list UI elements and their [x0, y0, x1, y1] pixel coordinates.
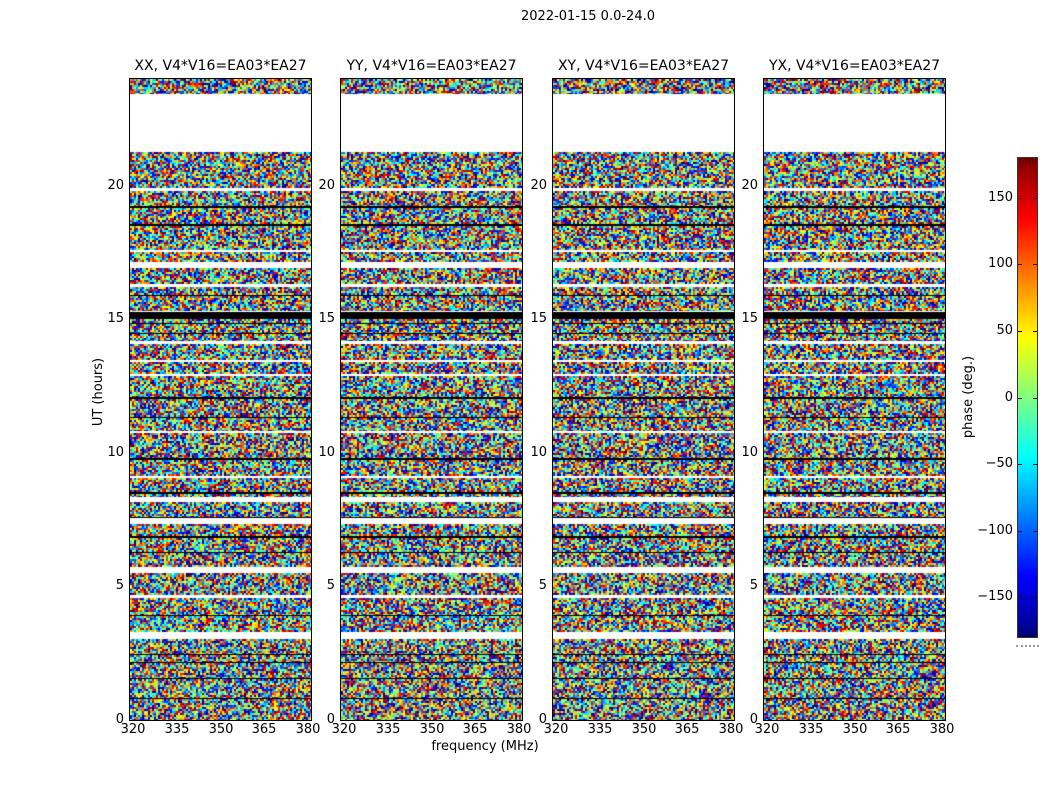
- y-tick-label: 5: [538, 578, 547, 593]
- panel-title: XY, V4*V16=EA03*EA27: [557, 58, 730, 74]
- y-axis-label: UT (hours): [91, 357, 106, 427]
- phase-waterfall-canvas: [553, 79, 734, 720]
- colorbar-tick-mark: [1033, 464, 1037, 465]
- x-axis-label: frequency (MHz): [431, 739, 539, 754]
- colorbar: [1017, 157, 1038, 638]
- plot-area: [763, 78, 946, 721]
- y-tick-label: 20: [107, 178, 124, 193]
- colorbar-tick-mark: [1018, 398, 1022, 399]
- y-tick-label: 20: [318, 178, 335, 193]
- y-tick-label: 0: [749, 712, 758, 727]
- x-tick-label: 350: [419, 722, 445, 737]
- x-tick-label: 350: [631, 722, 657, 737]
- colorbar-tick-label: −50: [985, 456, 1013, 471]
- x-tick-label: 365: [885, 722, 911, 737]
- plot-area: [129, 78, 312, 721]
- plot-area: [340, 78, 523, 721]
- phase-waterfall-canvas: [764, 79, 945, 720]
- y-tick-label: 5: [115, 578, 124, 593]
- x-tick-label: 350: [208, 722, 234, 737]
- x-tick-label: 335: [375, 722, 401, 737]
- figure-title: 2022-01-15 0.0-24.0: [521, 9, 655, 24]
- colorbar-tick-mark: [1018, 264, 1022, 265]
- y-tick-label: 10: [107, 445, 124, 460]
- colorbar-tick-label: −150: [977, 589, 1013, 604]
- y-tick-label: 10: [530, 445, 547, 460]
- x-tick-label: 335: [587, 722, 613, 737]
- colorbar-gradient-canvas: [1018, 158, 1037, 637]
- x-tick-label: 380: [929, 722, 955, 737]
- phase-waterfall-canvas: [341, 79, 522, 720]
- colorbar-tick-mark: [1033, 198, 1037, 199]
- colorbar-tick-label: 150: [988, 190, 1013, 205]
- panel-title: YX, V4*V16=EA03*EA27: [768, 58, 941, 74]
- y-tick-label: 15: [530, 311, 547, 326]
- x-tick-label: 380: [506, 722, 532, 737]
- y-tick-label: 0: [538, 712, 547, 727]
- panel-title: XX, V4*V16=EA03*EA27: [134, 58, 307, 74]
- x-tick-label: 320: [331, 722, 357, 737]
- colorbar-label: phase (deg.): [961, 355, 976, 439]
- colorbar-tick-label: 50: [996, 323, 1013, 338]
- colorbar-tick-label: 100: [988, 256, 1013, 271]
- panel-title: YY, V4*V16=EA03*EA27: [346, 58, 517, 74]
- y-tick-label: 10: [318, 445, 335, 460]
- y-tick-label: 5: [326, 578, 335, 593]
- plot-area: [552, 78, 735, 721]
- y-tick-label: 0: [115, 712, 124, 727]
- y-tick-label: 15: [107, 311, 124, 326]
- x-tick-label: 380: [295, 722, 321, 737]
- colorbar-tick-mark: [1018, 464, 1022, 465]
- x-tick-label: 320: [543, 722, 569, 737]
- x-tick-label: 335: [798, 722, 824, 737]
- y-tick-label: 0: [326, 712, 335, 727]
- phase-waterfall-canvas: [130, 79, 311, 720]
- x-tick-label: 335: [164, 722, 190, 737]
- colorbar-tick-mark: [1018, 198, 1022, 199]
- colorbar-underline-dots: [1016, 645, 1039, 647]
- y-tick-label: 15: [741, 311, 758, 326]
- y-tick-label: 10: [741, 445, 758, 460]
- y-tick-label: 5: [749, 578, 758, 593]
- colorbar-tick-mark: [1033, 531, 1037, 532]
- colorbar-tick-mark: [1018, 531, 1022, 532]
- x-tick-label: 365: [251, 722, 277, 737]
- x-tick-label: 365: [674, 722, 700, 737]
- colorbar-tick-label: 0: [1004, 390, 1013, 405]
- colorbar-tick-mark: [1033, 398, 1037, 399]
- y-tick-label: 20: [530, 178, 547, 193]
- x-tick-label: 320: [754, 722, 780, 737]
- colorbar-tick-mark: [1033, 264, 1037, 265]
- x-tick-label: 320: [120, 722, 146, 737]
- y-tick-label: 15: [318, 311, 335, 326]
- x-tick-label: 365: [462, 722, 488, 737]
- x-tick-label: 380: [718, 722, 744, 737]
- x-tick-label: 350: [842, 722, 868, 737]
- colorbar-tick-label: −100: [977, 523, 1013, 538]
- colorbar-tick-mark: [1018, 597, 1022, 598]
- colorbar-tick-mark: [1018, 331, 1022, 332]
- y-tick-label: 20: [741, 178, 758, 193]
- colorbar-tick-mark: [1033, 597, 1037, 598]
- colorbar-tick-mark: [1033, 331, 1037, 332]
